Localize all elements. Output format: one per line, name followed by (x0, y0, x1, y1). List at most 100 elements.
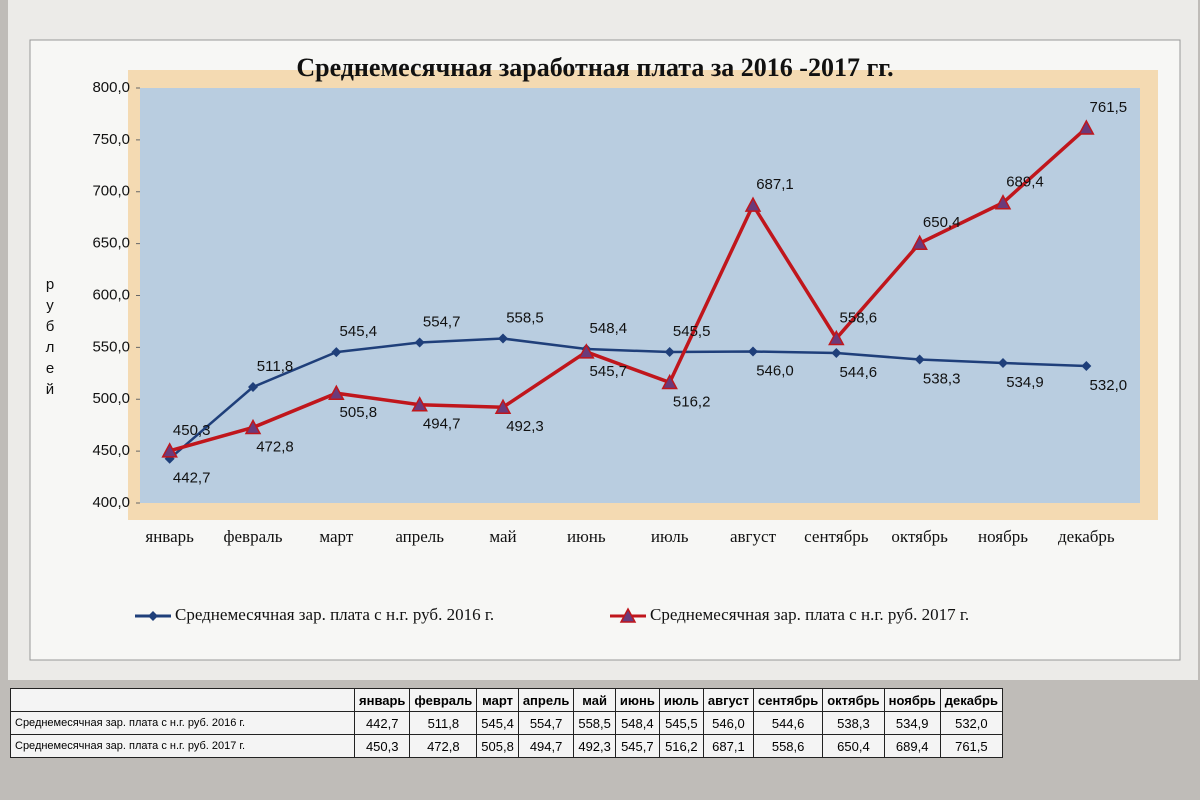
marker (914, 354, 925, 365)
data-label: 650,4 (923, 214, 961, 231)
row-name: Среднемесячная зар. плата с н.г. руб. 20… (10, 734, 355, 758)
marker (664, 347, 675, 358)
data-label: 516,2 (673, 393, 711, 410)
x-tick-label: июль (651, 527, 689, 546)
data-label: 505,8 (340, 404, 378, 421)
header-cell: август (702, 688, 755, 712)
header-cell: июнь (614, 688, 660, 712)
header-cell: октябрь (822, 688, 885, 712)
data-label: 545,5 (673, 323, 711, 340)
x-tick-label: март (319, 527, 353, 546)
data-label: 511,8 (257, 358, 293, 375)
data-label: 761,5 (1090, 99, 1128, 116)
header-cell: март (476, 688, 519, 712)
table-cell: 558,5 (573, 711, 616, 735)
data-label: 558,6 (840, 309, 878, 326)
data-label: 546,0 (756, 362, 794, 379)
table-row: Среднемесячная зар. плата с н.г. руб. 20… (10, 711, 1003, 735)
header-cell: июль (658, 688, 704, 712)
table-cell: 538,3 (822, 711, 885, 735)
marker (748, 346, 758, 357)
data-label: 689,4 (1006, 174, 1044, 191)
x-tick-label: октябрь (891, 527, 948, 546)
marker (998, 358, 1008, 369)
legend-label: Среднемесячная зар. плата с н.г. руб. 20… (650, 605, 969, 624)
marker (1078, 119, 1095, 135)
x-tick-label: январь (145, 527, 194, 546)
y-tick-label: 800,0 (92, 79, 130, 96)
header-cell: апрель (517, 688, 575, 712)
marker (911, 234, 928, 250)
series-line (168, 337, 1087, 460)
data-label: 687,1 (756, 176, 794, 193)
x-tick-label: февраль (223, 527, 282, 546)
marker (248, 382, 258, 393)
row-name: Среднемесячная зар. плата с н.г. руб. 20… (10, 711, 355, 735)
table-cell: 544,6 (752, 711, 824, 735)
header-cell: февраль (409, 688, 478, 712)
data-label: 545,4 (340, 323, 378, 340)
table-cell: 492,3 (573, 734, 616, 758)
legend-marker (148, 611, 158, 621)
marker (244, 418, 262, 435)
table-cell: 554,7 (517, 711, 575, 735)
marker (744, 196, 762, 212)
marker (494, 398, 512, 414)
header-cell: ноябрь (883, 688, 941, 712)
plot-area (140, 88, 1140, 503)
marker (328, 384, 345, 400)
y-tick-label: 650,0 (92, 235, 130, 252)
table-cell: 650,4 (822, 734, 885, 758)
x-tick-label: сентябрь (804, 527, 869, 546)
table-cell: 761,5 (939, 734, 1003, 758)
marker (161, 442, 178, 458)
data-label: 548,4 (590, 320, 628, 337)
legend-marker (619, 607, 637, 623)
x-tick-label: май (489, 527, 516, 546)
header-cell: сентябрь (752, 688, 824, 712)
data-label: 544,6 (840, 364, 878, 381)
marker (994, 194, 1012, 210)
table-header-row: январь февраль март апрель май июнь июль август… (10, 688, 1003, 712)
data-label: 494,7 (423, 416, 461, 433)
marker (831, 347, 842, 358)
data-label: 442,7 (173, 470, 211, 487)
header-cell: май (573, 688, 616, 712)
data-label: 450,3 (173, 422, 211, 439)
marker (828, 329, 845, 346)
table-cell: 494,7 (517, 734, 575, 758)
table-row: Среднемесячная зар. плата с н.г. руб. 20… (10, 734, 1003, 758)
table-cell: 450,3 (353, 734, 411, 758)
data-label: 532,0 (1090, 377, 1128, 394)
corner-cell (10, 688, 355, 712)
y-tick-label: 700,0 (92, 183, 130, 200)
table-cell: 511,8 (409, 711, 478, 735)
marker (578, 343, 595, 359)
marker (331, 347, 342, 358)
x-tick-label: июнь (567, 527, 606, 546)
header-cell: декабрь (939, 688, 1003, 712)
table-cell: 546,0 (702, 711, 755, 735)
table-cell: 687,1 (702, 734, 755, 758)
data-label: 554,7 (423, 313, 461, 330)
data-label: 472,8 (256, 438, 294, 455)
table-cell: 505,8 (476, 734, 519, 758)
data-table: январь февраль март апрель май июнь июль август… (10, 688, 1003, 758)
table-cell: 545,7 (614, 734, 660, 758)
y-tick-label: 550,0 (92, 338, 130, 355)
table-cell: 558,6 (752, 734, 824, 758)
x-tick-label: ноябрь (978, 527, 1028, 546)
table-cell: 548,4 (614, 711, 660, 735)
chart: Среднемесячная заработная плата за 2016 … (8, 0, 1198, 680)
table-cell: 442,7 (353, 711, 411, 735)
y-tick-label: 450,0 (92, 442, 130, 459)
marker (661, 373, 678, 390)
table-cell: 516,2 (658, 734, 704, 758)
header-cell: январь (353, 688, 411, 712)
chart-title: Среднемесячная заработная плата за 2016 … (296, 53, 893, 82)
y-tick-label: 750,0 (92, 131, 130, 148)
data-label: 534,9 (1006, 374, 1044, 391)
table-cell: 689,4 (883, 734, 941, 758)
